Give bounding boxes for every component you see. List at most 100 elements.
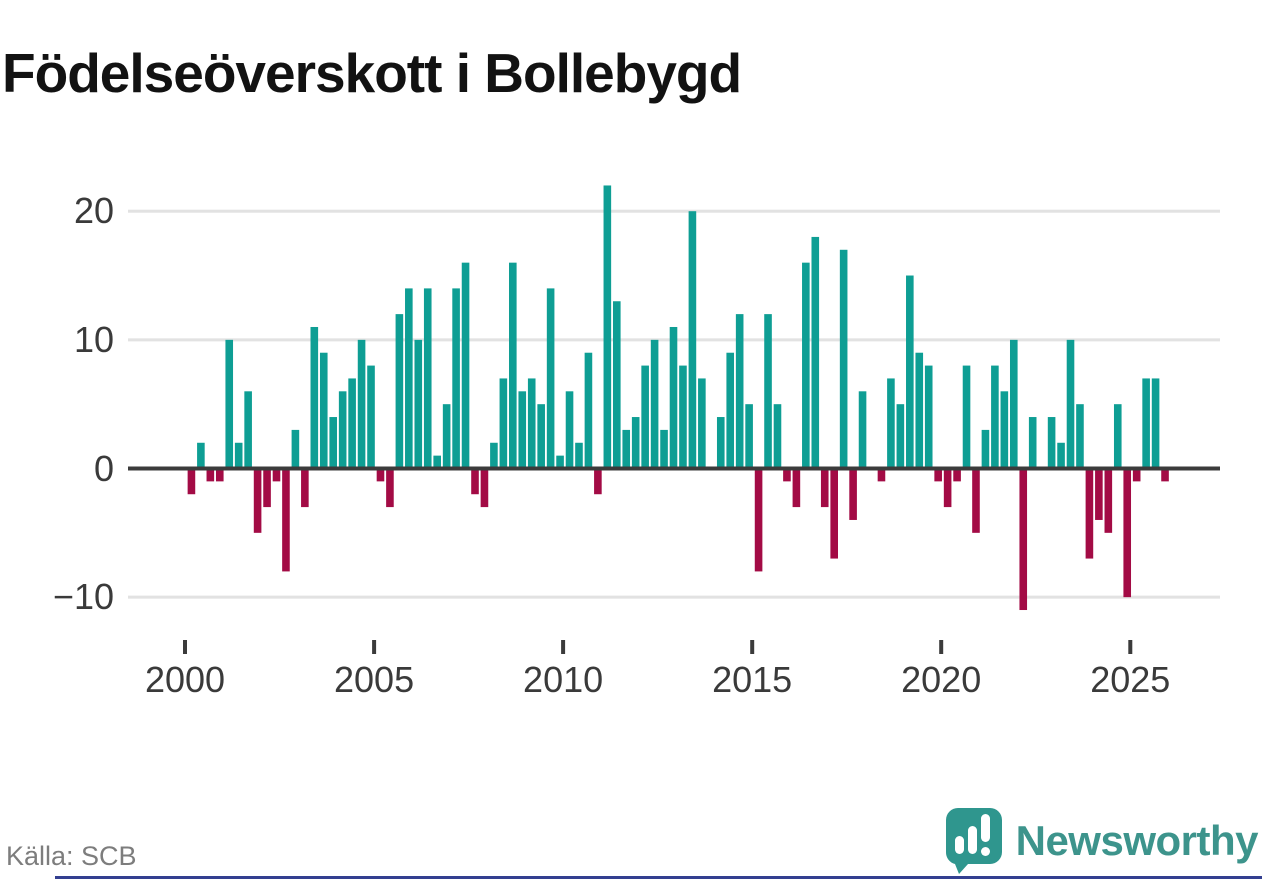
x-tick-2005 <box>372 640 377 654</box>
bar-2014Q2 <box>726 352 735 469</box>
bar-2014Q3 <box>735 314 744 469</box>
bar-2002Q1 <box>263 468 271 508</box>
bar-2015Q1 <box>754 468 763 572</box>
bar-2023Q1 <box>1057 442 1065 469</box>
x-axis-label-2015: 2015 <box>712 659 793 700</box>
bar-2004Q2 <box>348 378 356 469</box>
bar-2007Q1 <box>452 288 460 469</box>
bar-2025Q2 <box>1142 378 1150 469</box>
bar-2006Q1 <box>414 339 423 469</box>
bar-2020Q3 <box>962 365 971 469</box>
bar-2019Q4 <box>934 468 942 482</box>
bar-2016Q1 <box>792 468 801 508</box>
bar-2025Q4 <box>1161 468 1169 482</box>
bar-2011Q1 <box>603 185 612 469</box>
bar-2013Q2 <box>688 211 697 469</box>
x-axis-label-2025: 2025 <box>1090 659 1171 700</box>
bar-2021Q2 <box>991 365 999 469</box>
bar-2021Q3 <box>1000 391 1009 469</box>
x-tick-2025 <box>1128 640 1133 654</box>
bar-2018Q4 <box>896 404 905 469</box>
y-axis-label--10: −10 <box>52 576 114 618</box>
bar-2010Q3 <box>584 352 593 469</box>
bar-2017Q1 <box>830 468 838 559</box>
brand-lockup: Newsworthy <box>944 806 1259 876</box>
bar-2011Q2 <box>612 301 621 469</box>
bar-2014Q1 <box>716 417 725 469</box>
bar-2008Q1 <box>490 442 498 469</box>
bar-2024Q4 <box>1123 468 1132 598</box>
chart-title: Födelseöverskott i Bollebygd <box>2 41 742 104</box>
bar-2004Q1 <box>338 391 347 469</box>
bar-2023Q4 <box>1085 468 1094 559</box>
bar-2010Q4 <box>594 468 602 495</box>
bar-2000Q1 <box>187 468 196 495</box>
bar-2008Q4 <box>518 391 527 469</box>
bar-2013Q1 <box>679 365 687 469</box>
bar-2009Q1 <box>527 378 536 469</box>
bar-2018Q2 <box>877 468 886 482</box>
bar-2024Q2 <box>1104 468 1113 533</box>
bar-2006Q2 <box>423 288 432 469</box>
bar-2008Q2 <box>499 378 508 469</box>
bar-2002Q3 <box>282 468 290 572</box>
bar-2021Q4 <box>1009 339 1018 469</box>
bar-2024Q3 <box>1113 404 1122 469</box>
source-credit: Källa: SCB <box>6 841 137 871</box>
x-tick-2020 <box>939 640 944 654</box>
bar-2005Q3 <box>395 314 404 469</box>
bar-2016Q2 <box>802 262 810 469</box>
bar-2001Q2 <box>234 442 243 469</box>
bar-2001Q1 <box>225 339 234 469</box>
bar-2000Q2 <box>197 442 205 469</box>
x-axis-label-2005: 2005 <box>334 659 415 700</box>
bar-2000Q4 <box>215 468 224 482</box>
bar-2007Q3 <box>471 468 479 495</box>
bar-2020Q2 <box>953 468 961 482</box>
bar-2021Q1 <box>981 429 990 469</box>
bar-2004Q3 <box>357 339 366 469</box>
bar-2001Q4 <box>253 468 262 533</box>
x-axis-label-2000: 2000 <box>144 659 226 700</box>
bar-2003Q1 <box>301 468 309 508</box>
bar-2022Q2 <box>1028 417 1037 469</box>
bar-2018Q3 <box>887 378 895 469</box>
bar-2011Q3 <box>622 429 631 469</box>
bar-2015Q2 <box>764 314 772 469</box>
newsworthy-logo-icon <box>945 808 1002 874</box>
bar-2012Q4 <box>669 326 678 469</box>
bar-2014Q4 <box>745 404 753 469</box>
y-axis-label-10: 10 <box>73 318 114 360</box>
y-axis-label-0: 0 <box>93 447 114 489</box>
bar-2017Q3 <box>849 468 857 520</box>
bar-2015Q4 <box>783 468 791 482</box>
x-tick-2010 <box>561 640 566 654</box>
bar-2010Q2 <box>575 442 583 469</box>
footer-rule <box>55 876 1262 879</box>
bar-2012Q1 <box>641 365 649 469</box>
bar-2002Q2 <box>272 468 281 482</box>
bar-2006Q3 <box>433 455 441 469</box>
bar-2011Q4 <box>631 417 640 469</box>
bar-2008Q3 <box>509 262 517 469</box>
bar-2025Q3 <box>1151 378 1160 469</box>
bar-2003Q2 <box>310 326 319 469</box>
bar-2017Q4 <box>858 391 867 469</box>
bar-2024Q1 <box>1095 468 1103 520</box>
bar-2020Q1 <box>943 468 952 508</box>
bar-2022Q4 <box>1047 417 1056 469</box>
bar-2022Q1 <box>1019 468 1028 611</box>
x-tick-2015 <box>750 640 755 654</box>
bar-2003Q4 <box>329 417 338 469</box>
x-tick-2000 <box>183 640 187 654</box>
bar-2019Q1 <box>906 275 914 469</box>
bar-2013Q3 <box>698 378 706 469</box>
bar-2015Q3 <box>773 404 782 469</box>
bar-2000Q3 <box>206 468 215 482</box>
bar-2002Q4 <box>291 429 300 469</box>
bar-2005Q1 <box>376 468 385 482</box>
bar-2009Q2 <box>537 404 545 469</box>
bar-2012Q2 <box>650 339 659 469</box>
bar-2003Q3 <box>319 352 328 469</box>
